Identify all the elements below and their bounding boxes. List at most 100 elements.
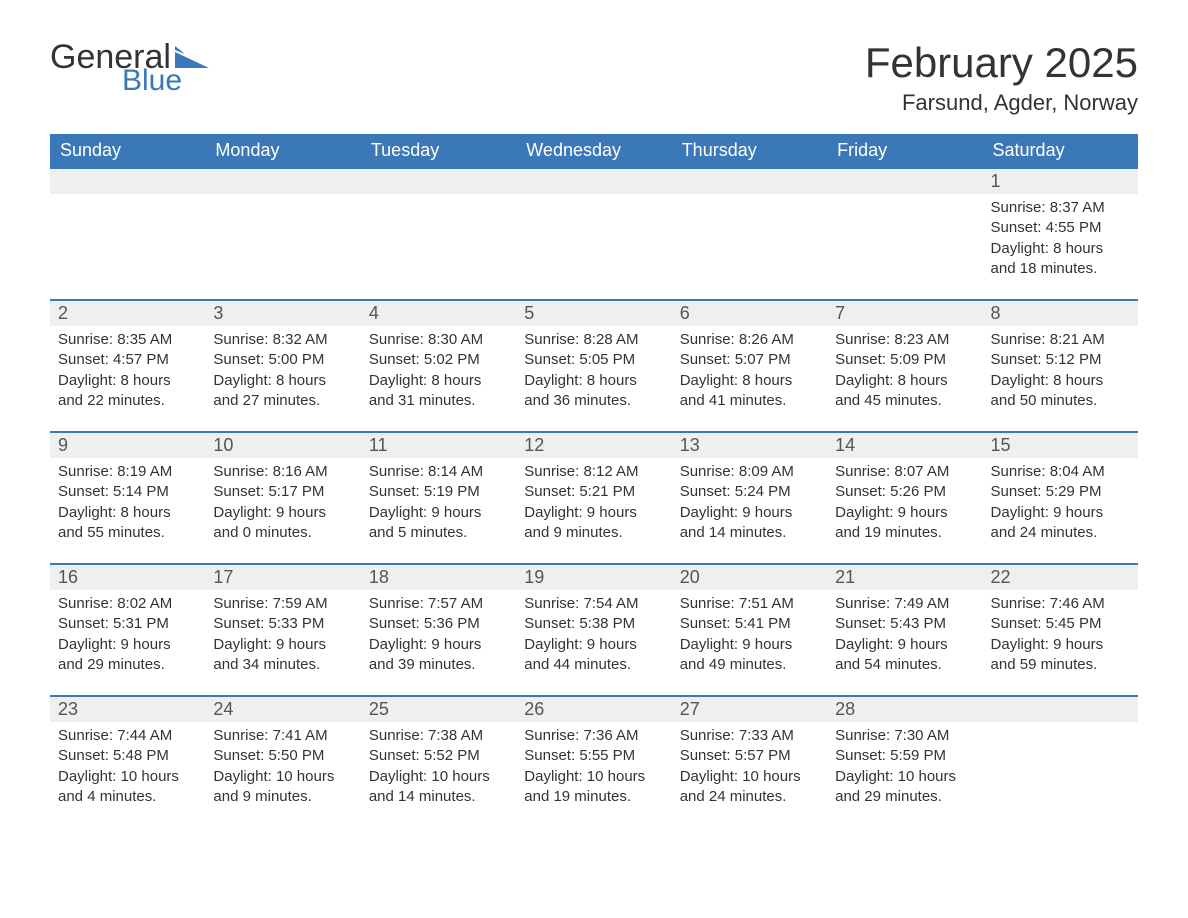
field-value: 5:24 PM: [735, 483, 791, 500]
field-label: Sunset:: [835, 615, 890, 632]
day-cell: 9 Sunrise: 8:19 AMSunset: 5:14 PMDaylight…: [50, 432, 205, 564]
day-number: 24: [205, 697, 360, 722]
field-label: Sunrise:: [991, 595, 1050, 612]
field-label: Sunrise:: [991, 463, 1050, 480]
field-value: 7:46 AM: [1050, 595, 1105, 612]
field-label: Daylight:: [58, 504, 121, 521]
field-label: Sunrise:: [213, 463, 272, 480]
field-label: Sunset:: [58, 351, 113, 368]
day-details: Sunrise: 7:54 AMSunset: 5:38 PMDaylight:…: [516, 594, 671, 675]
day-cell: 18Sunrise: 7:57 AMSunset: 5:36 PMDayligh…: [361, 564, 516, 696]
field-value: 5:31 PM: [113, 615, 169, 632]
field-value: 5:33 PM: [268, 615, 324, 632]
field-value: 5:19 PM: [424, 483, 480, 500]
title-location: Farsund, Agder, Norway: [865, 90, 1138, 116]
field-label: Sunrise:: [213, 595, 272, 612]
field-value: 5:36 PM: [424, 615, 480, 632]
day-header: Friday: [827, 134, 982, 168]
field-label: Sunset:: [58, 483, 113, 500]
day-header: Tuesday: [361, 134, 516, 168]
field-value: 8:04 AM: [1050, 463, 1105, 480]
field-value: 8:37 AM: [1050, 199, 1105, 216]
field-label: Sunrise:: [213, 331, 272, 348]
day-details: Sunrise: 7:51 AMSunset: 5:41 PMDaylight:…: [672, 594, 827, 675]
day-cell: 8Sunrise: 8:21 AMSunset: 5:12 PMDaylight…: [983, 300, 1138, 432]
day-number: 9: [50, 433, 205, 458]
day-number: 14: [827, 433, 982, 458]
field-label: Sunrise:: [991, 199, 1050, 216]
day-cell: 24 Sunrise: 7:41 AMSunset: 5:50 PMDayligh…: [205, 696, 360, 827]
day-number: 1: [983, 169, 1138, 194]
field-label: Daylight:: [369, 504, 432, 521]
day-number: 5: [516, 301, 671, 326]
day-details: Sunrise: 8:07 AMSunset: 5:26 PMDaylight:…: [827, 462, 982, 543]
field-value: 8:21 AM: [1050, 331, 1105, 348]
field-label: Daylight:: [835, 372, 898, 389]
field-value: 5:29 PM: [1046, 483, 1102, 500]
field-value: 5:57 PM: [735, 747, 791, 764]
day-details: Sunrise: 7:57 AMSunset: 5:36 PMDaylight:…: [361, 594, 516, 675]
week-row: 16Sunrise: 8:02 AMSunset: 5:31 PMDayligh…: [50, 564, 1138, 696]
field-value: 5:12 PM: [1046, 351, 1102, 368]
field-label: Sunset:: [58, 747, 113, 764]
day-cell: 5Sunrise: 8:28 AMSunset: 5:05 PMDaylight…: [516, 300, 671, 432]
field-label: Daylight:: [369, 372, 432, 389]
field-label: Sunset:: [213, 351, 268, 368]
field-label: Sunrise:: [835, 727, 894, 744]
day-cell: 22Sunrise: 7:46 AMSunset: 5:45 PMDayligh…: [983, 564, 1138, 696]
day-cell: 21 Sunrise: 7:49 AMSunset: 5:43 PMDayligh…: [827, 564, 982, 696]
field-label: Sunset:: [369, 747, 424, 764]
field-label: Sunrise:: [58, 727, 117, 744]
day-details: Sunrise: 7:49 AMSunset: 5:43 PMDaylight:…: [827, 594, 982, 675]
field-label: Sunrise:: [835, 595, 894, 612]
field-label: Sunset:: [369, 615, 424, 632]
field-label: Daylight:: [835, 636, 898, 653]
field-label: Sunrise:: [835, 463, 894, 480]
day-cell: [827, 168, 982, 300]
field-label: Sunset:: [991, 483, 1046, 500]
day-details: Sunrise: 8:19 AMSunset: 5:14 PMDaylight:…: [50, 462, 205, 543]
field-label: Sunrise:: [213, 727, 272, 744]
field-label: Daylight:: [369, 636, 432, 653]
field-label: Sunset:: [680, 351, 735, 368]
field-value: 5:26 PM: [890, 483, 946, 500]
day-number: [361, 169, 516, 194]
day-cell: 2Sunrise: 8:35 AMSunset: 4:57 PMDaylight…: [50, 300, 205, 432]
day-cell: [516, 168, 671, 300]
field-label: Sunset:: [835, 747, 890, 764]
day-cell: [983, 696, 1138, 827]
field-label: Sunset:: [524, 351, 579, 368]
field-label: Daylight:: [680, 636, 743, 653]
field-value: 7:41 AM: [273, 727, 328, 744]
day-number: 15: [983, 433, 1138, 458]
day-cell: 15 Sunrise: 8:04 AMSunset: 5:29 PM Dayligh…: [983, 432, 1138, 564]
day-details: Sunrise: 7:30 AMSunset: 5:59 PMDaylight:…: [827, 726, 982, 807]
day-cell: 17Sunrise: 7:59 AMSunset: 5:33 PMDayligh…: [205, 564, 360, 696]
field-value: 8:28 AM: [583, 331, 638, 348]
field-value: 5:41 PM: [735, 615, 791, 632]
field-value: 5:48 PM: [113, 747, 169, 764]
day-details: Sunrise: 7:59 AMSunset: 5:33 PMDaylight:…: [205, 594, 360, 675]
field-value: 8:26 AM: [739, 331, 794, 348]
day-number: 21: [827, 565, 982, 590]
day-details: Sunrise: 8:21 AMSunset: 5:12 PMDaylight:…: [983, 330, 1138, 411]
field-value: 5:45 PM: [1046, 615, 1102, 632]
field-value: 7:57 AM: [428, 595, 483, 612]
field-value: 7:54 AM: [583, 595, 638, 612]
field-label: Sunset:: [835, 483, 890, 500]
day-cell: 4Sunrise: 8:30 AMSunset: 5:02 PMDaylight…: [361, 300, 516, 432]
day-cell: 28Sunrise: 7:30 AMSunset: 5:59 PMDayligh…: [827, 696, 982, 827]
field-label: Sunset:: [369, 351, 424, 368]
field-label: Daylight:: [991, 504, 1054, 521]
day-number: 6: [672, 301, 827, 326]
field-value: 5:00 PM: [268, 351, 324, 368]
field-value: 8:23 AM: [894, 331, 949, 348]
field-label: Daylight:: [991, 240, 1054, 257]
field-value: 5:55 PM: [579, 747, 635, 764]
field-label: Sunrise:: [680, 727, 739, 744]
day-number: 25: [361, 697, 516, 722]
field-label: Daylight:: [369, 768, 432, 785]
field-value: 4:55 PM: [1046, 219, 1102, 236]
day-details: Sunrise: 7:41 AMSunset: 5:50 PMDaylight:…: [205, 726, 360, 807]
day-cell: 19Sunrise: 7:54 AMSunset: 5:38 PMDayligh…: [516, 564, 671, 696]
